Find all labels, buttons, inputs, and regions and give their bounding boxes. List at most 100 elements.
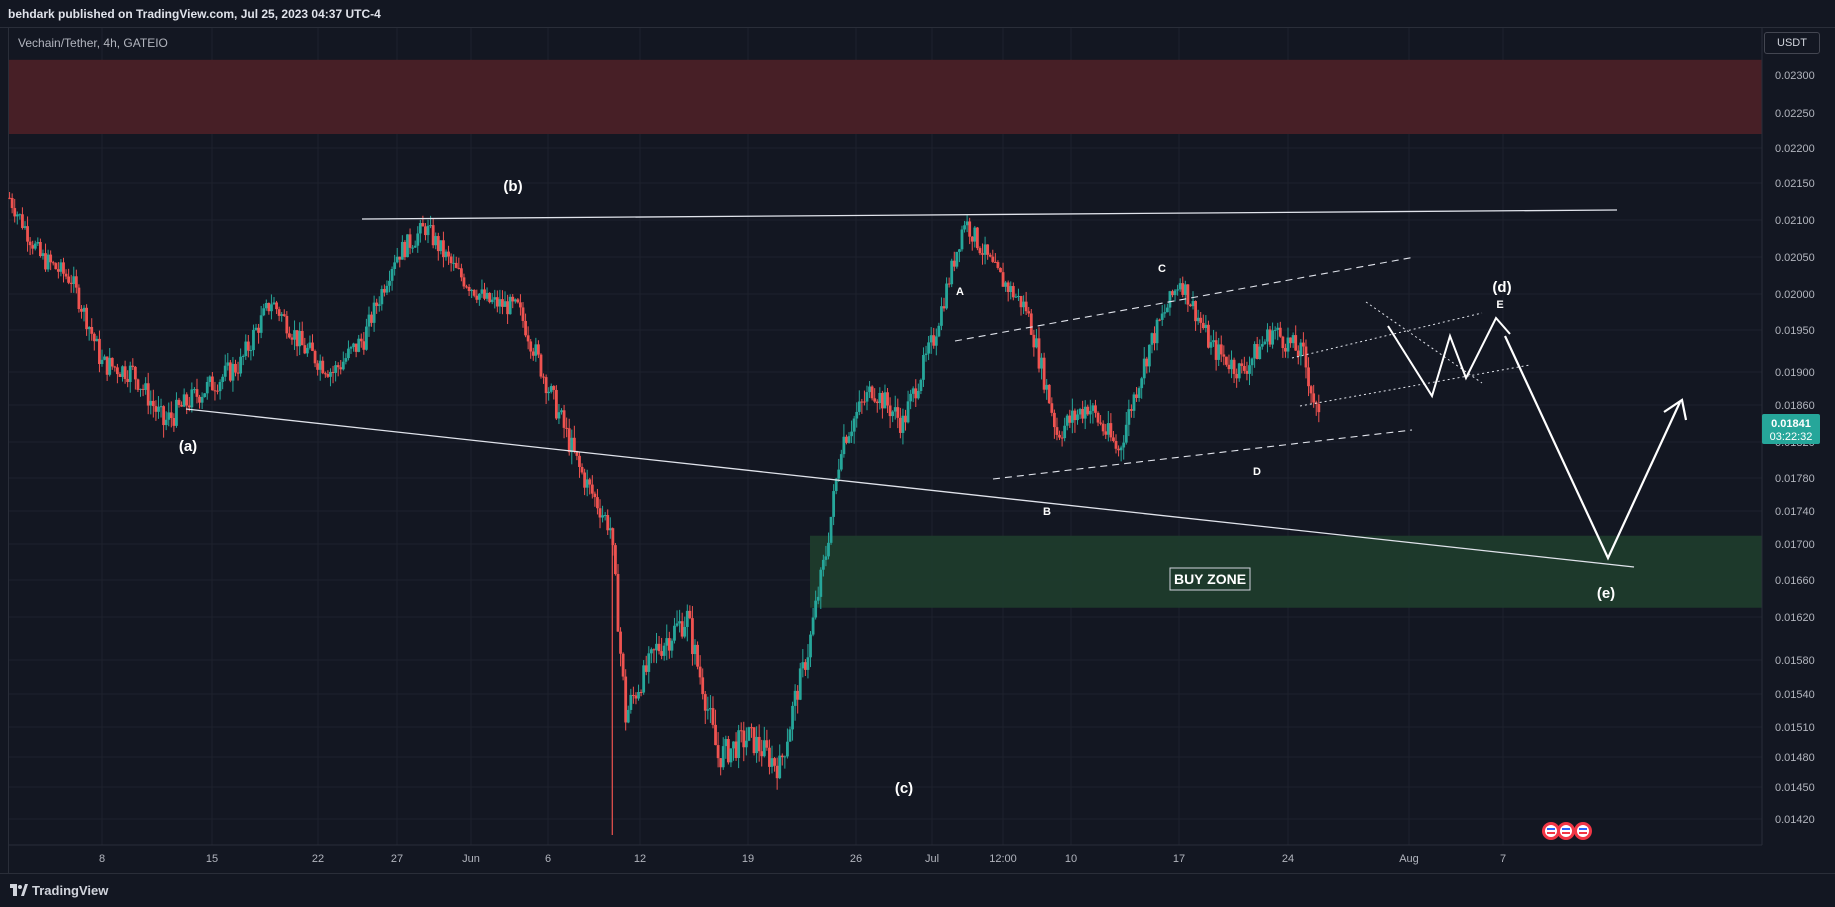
candle bbox=[1117, 445, 1120, 457]
candle-body bbox=[565, 427, 569, 429]
candle bbox=[33, 240, 37, 251]
candle bbox=[465, 284, 468, 289]
candle bbox=[365, 318, 368, 351]
tradingview-logo[interactable]: TradingView bbox=[10, 883, 108, 898]
candle-body bbox=[539, 354, 543, 377]
candle bbox=[95, 335, 99, 342]
wave-label: (a) bbox=[179, 438, 197, 455]
chart-area[interactable] bbox=[8, 28, 1835, 873]
candle bbox=[159, 398, 163, 418]
candle bbox=[164, 411, 168, 431]
candle-body bbox=[259, 315, 263, 333]
sub-wave-label: A bbox=[956, 286, 964, 298]
candle bbox=[593, 491, 597, 507]
candle-body bbox=[262, 308, 266, 316]
candle-body bbox=[755, 736, 759, 754]
candle-body bbox=[177, 399, 181, 406]
candle-body bbox=[588, 479, 592, 485]
candle-body bbox=[277, 309, 281, 316]
candle bbox=[896, 398, 900, 429]
candle bbox=[1058, 430, 1061, 441]
candle bbox=[1055, 417, 1059, 441]
candle bbox=[113, 365, 117, 372]
candle bbox=[444, 249, 448, 261]
candle-body bbox=[1124, 424, 1128, 443]
symbol-label[interactable]: Vechain/Tether, 4h, GATEIO bbox=[18, 36, 168, 50]
candle-body bbox=[996, 262, 1000, 268]
candle bbox=[829, 516, 833, 545]
candle-body bbox=[557, 412, 561, 419]
candle-body bbox=[1189, 304, 1192, 307]
candle bbox=[1014, 293, 1018, 298]
candle bbox=[1070, 398, 1074, 434]
candle-body bbox=[1060, 437, 1064, 439]
candle-body bbox=[583, 472, 587, 488]
candle bbox=[1284, 343, 1287, 358]
candle bbox=[1286, 327, 1290, 359]
candle-body bbox=[298, 330, 302, 347]
candle bbox=[937, 322, 941, 338]
candle-body bbox=[691, 618, 694, 655]
candle bbox=[526, 326, 530, 350]
candle-body bbox=[193, 389, 196, 391]
candle bbox=[151, 389, 155, 418]
candle-body bbox=[726, 739, 730, 763]
candle-body bbox=[210, 376, 214, 391]
candle bbox=[1171, 289, 1174, 298]
candle-body bbox=[395, 256, 399, 263]
candle bbox=[1183, 280, 1187, 305]
candle bbox=[940, 297, 943, 331]
candle-body bbox=[141, 388, 145, 390]
candle bbox=[185, 392, 189, 415]
candle bbox=[709, 695, 712, 724]
candle-body bbox=[162, 406, 166, 426]
candle bbox=[344, 353, 348, 365]
candle-body bbox=[393, 262, 397, 270]
candle bbox=[275, 300, 278, 315]
candle bbox=[362, 332, 366, 355]
candle bbox=[729, 748, 733, 768]
candle-body bbox=[244, 341, 248, 356]
event-flag-icon bbox=[1542, 822, 1560, 840]
candle-body bbox=[362, 341, 366, 350]
candle-body bbox=[1150, 333, 1154, 345]
candle-body bbox=[893, 407, 897, 412]
x-tick-label: 26 bbox=[850, 853, 862, 865]
candle bbox=[560, 408, 563, 415]
candle bbox=[141, 384, 145, 397]
candle bbox=[421, 215, 425, 227]
candle-body bbox=[185, 394, 189, 406]
candle bbox=[13, 198, 17, 223]
candle-body bbox=[426, 225, 430, 236]
candle bbox=[300, 321, 304, 346]
candle-body bbox=[845, 436, 848, 443]
candle-body bbox=[26, 226, 29, 242]
candle bbox=[616, 564, 620, 632]
currency-button[interactable]: USDT bbox=[1764, 32, 1820, 54]
candle-body bbox=[326, 374, 330, 377]
candle-body bbox=[15, 214, 19, 217]
price-axis: 0.02300 0.02250 0.02200 0.02150 0.02100 0.020… bbox=[1761, 28, 1820, 845]
candle-body bbox=[634, 695, 638, 699]
candle bbox=[1145, 356, 1149, 374]
candle-body bbox=[205, 382, 209, 394]
candle bbox=[116, 363, 119, 384]
candle bbox=[1214, 331, 1218, 371]
candle bbox=[1266, 323, 1269, 353]
candle-body bbox=[49, 254, 53, 263]
candle bbox=[791, 701, 794, 741]
candle-body bbox=[1286, 337, 1290, 352]
candle bbox=[814, 590, 818, 620]
wave-label: (d) bbox=[1492, 279, 1511, 296]
candle-body bbox=[90, 326, 94, 334]
candle-body bbox=[80, 308, 83, 312]
candle bbox=[660, 637, 664, 660]
candle-body bbox=[842, 436, 846, 455]
candle-body bbox=[108, 357, 112, 375]
candle-body bbox=[1006, 282, 1010, 292]
candle bbox=[770, 745, 774, 774]
candle bbox=[1137, 386, 1141, 402]
candle-body bbox=[529, 341, 533, 352]
candle-body bbox=[619, 631, 622, 654]
